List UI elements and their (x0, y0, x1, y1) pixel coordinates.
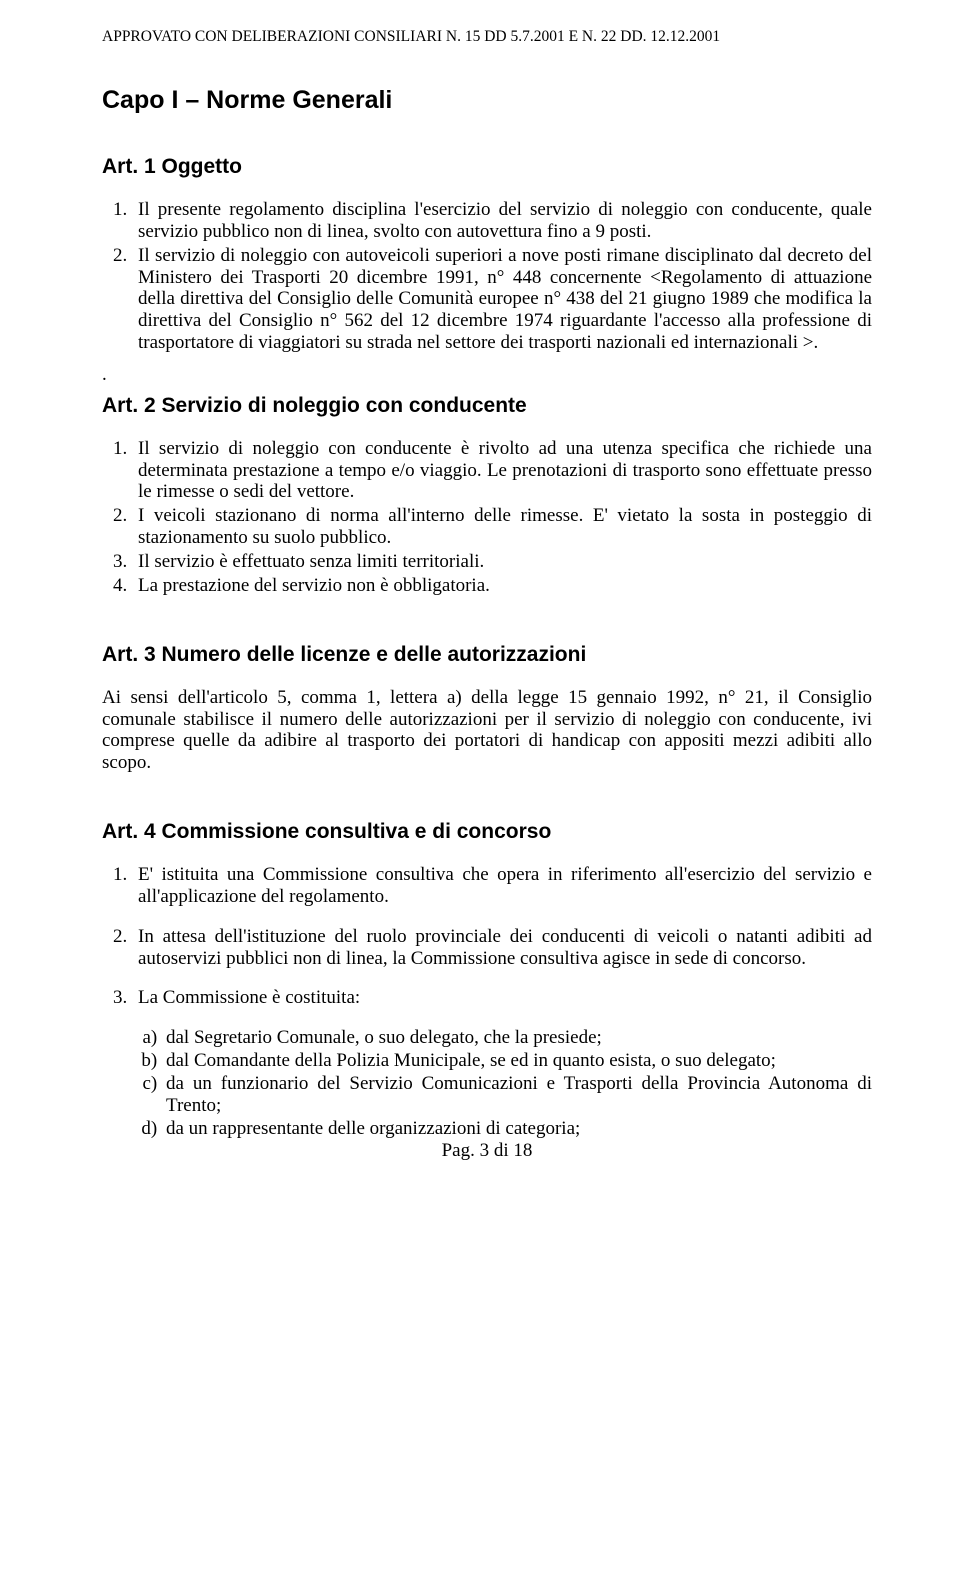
art3-body: Ai sensi dell'articolo 5, comma 1, lette… (102, 687, 872, 774)
list-item: La Commissione è costituita: (132, 987, 872, 1009)
list-item: Il servizio di noleggio con autoveicoli … (132, 245, 872, 354)
art3-title: Art. 3 Numero delle licenze e delle auto… (102, 643, 872, 667)
art4-alpha-list: dal Segretario Comunale, o suo delegato,… (102, 1027, 872, 1139)
list-item: Il servizio è effettuato senza limiti te… (132, 551, 872, 573)
document-page: APPROVATO CON DELIBERAZIONI CONSILIARI N… (0, 0, 960, 1182)
stray-dot: . (102, 364, 872, 386)
art4-list: E' istituita una Commissione consultiva … (102, 864, 872, 1009)
list-item: da un funzionario del Servizio Comunicaz… (162, 1073, 872, 1117)
list-item: Il presente regolamento disciplina l'ese… (132, 199, 872, 243)
chapter-title: Capo I – Norme Generali (102, 86, 872, 115)
list-item: I veicoli stazionano di norma all'intern… (132, 505, 872, 549)
art2-title: Art. 2 Servizio di noleggio con conducen… (102, 394, 872, 418)
page-footer: Pag. 3 di 18 (102, 1140, 872, 1162)
art1-list: Il presente regolamento disciplina l'ese… (102, 199, 872, 354)
art4-title: Art. 4 Commissione consultiva e di conco… (102, 820, 872, 844)
list-item: In attesa dell'istituzione del ruolo pro… (132, 926, 872, 970)
approval-header: APPROVATO CON DELIBERAZIONI CONSILIARI N… (102, 28, 872, 46)
art1-title: Art. 1 Oggetto (102, 155, 872, 179)
list-item: dal Segretario Comunale, o suo delegato,… (162, 1027, 872, 1049)
list-item: dal Comandante della Polizia Municipale,… (162, 1050, 872, 1072)
art2-list: Il servizio di noleggio con conducente è… (102, 438, 872, 597)
list-item: E' istituita una Commissione consultiva … (132, 864, 872, 908)
list-item: La prestazione del servizio non è obblig… (132, 575, 872, 597)
list-item: da un rappresentante delle organizzazion… (162, 1118, 872, 1140)
list-item: Il servizio di noleggio con conducente è… (132, 438, 872, 504)
